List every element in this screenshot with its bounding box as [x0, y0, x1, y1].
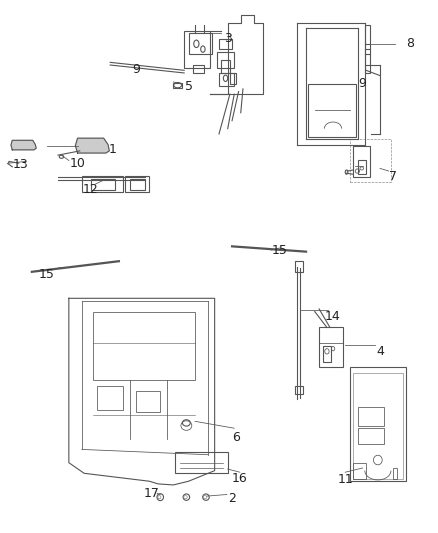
- Bar: [193, 65, 204, 73]
- Text: 6: 6: [233, 431, 240, 444]
- Polygon shape: [75, 138, 110, 153]
- Bar: [219, 38, 232, 49]
- Text: 12: 12: [83, 183, 99, 196]
- Bar: [184, 30, 210, 68]
- Bar: [350, 367, 406, 481]
- Text: 16: 16: [232, 472, 248, 485]
- Text: 10: 10: [70, 157, 85, 169]
- Bar: [82, 176, 123, 192]
- Bar: [173, 83, 182, 88]
- Bar: [230, 73, 237, 84]
- Bar: [353, 373, 403, 479]
- Text: 8: 8: [406, 37, 414, 50]
- Bar: [217, 52, 234, 68]
- Bar: [188, 33, 212, 54]
- Text: 3: 3: [224, 32, 232, 45]
- Bar: [358, 428, 385, 444]
- Text: 15: 15: [39, 268, 55, 281]
- Bar: [350, 139, 391, 182]
- Bar: [353, 463, 366, 479]
- Bar: [358, 407, 385, 425]
- Bar: [393, 468, 397, 479]
- Text: 1: 1: [109, 143, 117, 156]
- Bar: [358, 160, 366, 174]
- Bar: [365, 25, 370, 73]
- Bar: [176, 452, 228, 473]
- Bar: [130, 179, 145, 190]
- Bar: [91, 179, 115, 190]
- Bar: [319, 327, 343, 367]
- Bar: [97, 386, 123, 410]
- Text: 17: 17: [144, 487, 159, 500]
- Text: 4: 4: [376, 345, 384, 358]
- Polygon shape: [11, 140, 36, 150]
- Bar: [136, 391, 160, 413]
- Bar: [295, 386, 303, 394]
- Bar: [353, 146, 371, 177]
- Bar: [322, 346, 331, 362]
- Text: 11: 11: [337, 473, 353, 486]
- Text: 9: 9: [359, 77, 367, 90]
- Text: 15: 15: [272, 244, 288, 257]
- Bar: [125, 176, 149, 192]
- Text: 7: 7: [389, 170, 397, 183]
- Text: 14: 14: [324, 310, 340, 324]
- Text: 2: 2: [228, 492, 236, 505]
- Text: 9: 9: [132, 63, 140, 76]
- Bar: [308, 84, 356, 136]
- Bar: [295, 261, 303, 272]
- Bar: [221, 60, 230, 73]
- Bar: [93, 312, 195, 381]
- Text: 13: 13: [13, 158, 29, 171]
- Text: 5: 5: [184, 80, 193, 93]
- Bar: [219, 73, 234, 86]
